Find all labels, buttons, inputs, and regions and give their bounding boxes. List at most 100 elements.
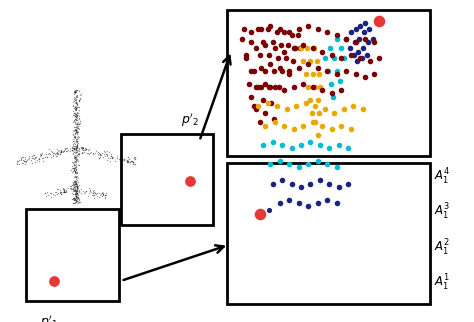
- Point: [69, 112, 76, 117]
- Point: [264, 26, 272, 32]
- Point: [73, 145, 81, 150]
- Point: [75, 150, 83, 156]
- Point: [294, 33, 301, 38]
- Point: [51, 152, 59, 157]
- Point: [73, 196, 81, 202]
- Point: [333, 36, 340, 41]
- Point: [74, 134, 82, 139]
- Point: [73, 166, 80, 172]
- Point: [72, 147, 79, 153]
- Point: [72, 175, 79, 180]
- Point: [342, 36, 350, 41]
- Point: [105, 149, 113, 155]
- Point: [73, 103, 81, 108]
- Point: [55, 147, 63, 152]
- Point: [108, 156, 116, 161]
- Point: [72, 160, 79, 165]
- Point: [70, 166, 78, 171]
- Point: [73, 182, 80, 187]
- Point: [73, 188, 81, 193]
- Point: [73, 118, 80, 123]
- Point: [74, 184, 82, 189]
- Point: [43, 189, 50, 194]
- Point: [265, 208, 273, 213]
- Point: [72, 189, 80, 194]
- Point: [72, 191, 79, 196]
- Point: [68, 147, 76, 152]
- Point: [76, 199, 83, 204]
- Point: [72, 133, 79, 138]
- Point: [363, 52, 371, 57]
- Point: [70, 99, 77, 104]
- Point: [73, 130, 81, 135]
- Point: [67, 183, 75, 188]
- Point: [73, 144, 81, 149]
- Point: [72, 129, 79, 134]
- Point: [76, 200, 83, 205]
- Point: [66, 148, 73, 153]
- Point: [69, 185, 77, 190]
- Point: [313, 59, 320, 64]
- Point: [73, 185, 81, 191]
- Point: [72, 188, 80, 194]
- Point: [375, 18, 383, 24]
- Point: [74, 153, 82, 158]
- Point: [75, 113, 82, 118]
- Point: [82, 147, 90, 152]
- Point: [285, 30, 293, 35]
- Point: [96, 193, 104, 198]
- Point: [47, 154, 55, 159]
- Point: [73, 102, 81, 107]
- Point: [73, 105, 81, 110]
- Point: [371, 39, 378, 44]
- Point: [77, 190, 85, 195]
- Point: [240, 26, 248, 32]
- Point: [73, 125, 81, 130]
- Point: [278, 178, 286, 183]
- Point: [360, 30, 368, 35]
- Point: [73, 113, 81, 118]
- Point: [69, 145, 77, 150]
- Point: [73, 152, 81, 157]
- Point: [70, 155, 78, 160]
- Point: [72, 163, 79, 168]
- Point: [53, 149, 61, 154]
- Point: [71, 153, 79, 158]
- Point: [73, 142, 81, 147]
- Point: [57, 190, 64, 195]
- Point: [274, 55, 282, 61]
- Point: [73, 198, 81, 203]
- Point: [275, 84, 283, 90]
- Point: [70, 195, 78, 200]
- Point: [70, 155, 78, 160]
- Point: [262, 43, 269, 48]
- Point: [269, 181, 276, 186]
- Point: [75, 182, 83, 187]
- Point: [104, 156, 112, 161]
- Point: [99, 192, 106, 197]
- Point: [337, 88, 345, 93]
- Point: [78, 150, 86, 155]
- Point: [333, 165, 340, 170]
- Point: [120, 157, 128, 162]
- Point: [89, 192, 96, 197]
- Point: [90, 189, 97, 194]
- Point: [70, 99, 78, 104]
- Point: [102, 190, 110, 195]
- Point: [71, 181, 79, 186]
- Point: [15, 161, 22, 166]
- Point: [75, 99, 82, 104]
- Point: [319, 88, 326, 93]
- Text: $p'_1$: $p'_1$: [40, 313, 58, 322]
- Point: [72, 144, 80, 149]
- Point: [42, 193, 49, 198]
- Point: [73, 117, 80, 122]
- Point: [86, 150, 93, 156]
- Point: [131, 162, 139, 167]
- Point: [68, 190, 76, 195]
- Point: [309, 84, 317, 90]
- Point: [250, 104, 257, 109]
- Point: [71, 184, 79, 189]
- Point: [269, 139, 276, 144]
- Point: [73, 113, 81, 118]
